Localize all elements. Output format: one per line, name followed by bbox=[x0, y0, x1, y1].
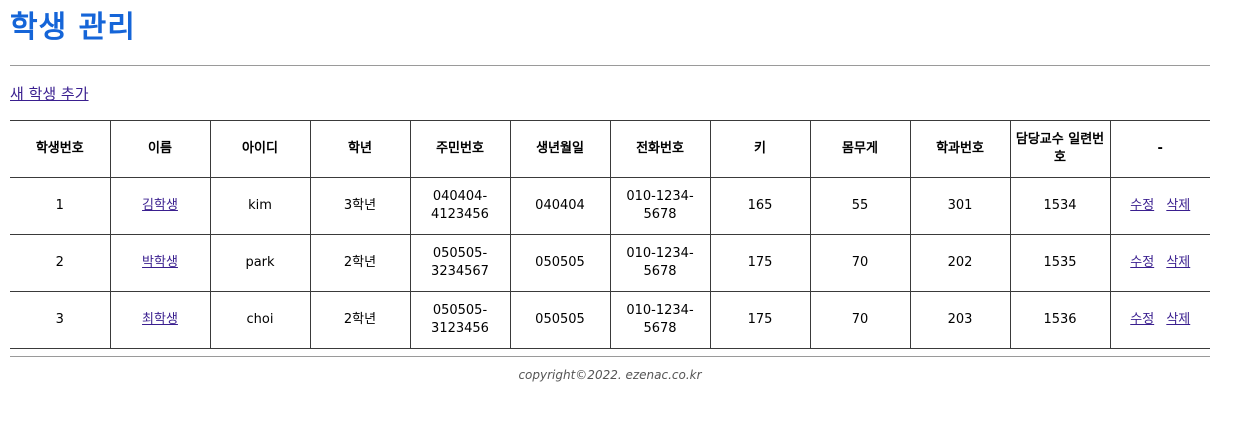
cell-name: 최학생 bbox=[109, 291, 211, 349]
col-name: 이름 bbox=[109, 120, 211, 178]
col-professor-no: 담당교수 일련번호 bbox=[1009, 120, 1111, 178]
cell-name: 박학생 bbox=[109, 234, 211, 292]
cell-rrn: 050505-3234567 bbox=[409, 234, 511, 292]
edit-link[interactable]: 수정 bbox=[1130, 255, 1155, 270]
header-divider bbox=[10, 65, 1210, 66]
cell-rrn: 050505-3123456 bbox=[409, 291, 511, 349]
cell-rrn: 040404-4123456 bbox=[409, 177, 511, 235]
cell-student-no: 1 bbox=[10, 177, 111, 235]
table-row: 1 김학생 kim 3학년 040404-4123456 040404 010-… bbox=[10, 177, 1210, 235]
cell-user-id: kim bbox=[209, 177, 311, 235]
cell-weight: 70 bbox=[809, 234, 911, 292]
footer-copyright: copyright©2022. ezenac.co.kr bbox=[518, 368, 702, 382]
delete-link[interactable]: 삭제 bbox=[1166, 198, 1191, 213]
page-title: 학생 관리 bbox=[10, 10, 136, 45]
student-name-link[interactable]: 최학생 bbox=[142, 312, 178, 327]
cell-professor-no: 1534 bbox=[1009, 177, 1111, 235]
col-grade: 학년 bbox=[309, 120, 411, 178]
cell-phone: 010-1234-5678 bbox=[609, 177, 711, 235]
table-row: 2 박학생 park 2학년 050505-3234567 050505 010… bbox=[10, 234, 1210, 292]
cell-name: 김학생 bbox=[109, 177, 211, 235]
table-row: 3 최학생 choi 2학년 050505-3123456 050505 010… bbox=[10, 291, 1210, 349]
cell-grade: 2학년 bbox=[309, 291, 411, 349]
col-student-no: 학생번호 bbox=[10, 120, 111, 178]
col-rrn: 주민번호 bbox=[409, 120, 511, 178]
cell-dept-no: 202 bbox=[909, 234, 1011, 292]
col-phone: 전화번호 bbox=[609, 120, 711, 178]
col-weight: 몸무게 bbox=[809, 120, 911, 178]
col-birth: 생년월일 bbox=[509, 120, 611, 178]
cell-birth: 050505 bbox=[509, 291, 611, 349]
cell-grade: 3학년 bbox=[309, 177, 411, 235]
edit-link[interactable]: 수정 bbox=[1130, 312, 1155, 327]
cell-height: 165 bbox=[709, 177, 811, 235]
cell-height: 175 bbox=[709, 291, 811, 349]
add-student-link[interactable]: 새 학생 추가 bbox=[10, 85, 89, 103]
col-actions: - bbox=[1109, 120, 1210, 178]
cell-birth: 040404 bbox=[509, 177, 611, 235]
cell-student-no: 2 bbox=[10, 234, 111, 292]
student-name-link[interactable]: 박학생 bbox=[142, 255, 178, 270]
student-name-link[interactable]: 김학생 bbox=[142, 198, 178, 213]
cell-grade: 2학년 bbox=[309, 234, 411, 292]
cell-phone: 010-1234-5678 bbox=[609, 291, 711, 349]
edit-link[interactable]: 수정 bbox=[1130, 198, 1155, 213]
delete-link[interactable]: 삭제 bbox=[1166, 312, 1191, 327]
cell-dept-no: 203 bbox=[909, 291, 1011, 349]
col-user-id: 아이디 bbox=[209, 120, 311, 178]
cell-professor-no: 1535 bbox=[1009, 234, 1111, 292]
cell-weight: 55 bbox=[809, 177, 911, 235]
delete-link[interactable]: 삭제 bbox=[1166, 255, 1191, 270]
col-dept-no: 학과번호 bbox=[909, 120, 1011, 178]
cell-weight: 70 bbox=[809, 291, 911, 349]
cell-professor-no: 1536 bbox=[1009, 291, 1111, 349]
cell-height: 175 bbox=[709, 234, 811, 292]
footer-divider bbox=[10, 356, 1210, 357]
cell-student-no: 3 bbox=[10, 291, 111, 349]
cell-actions: 수정 삭제 bbox=[1109, 291, 1210, 349]
col-height: 키 bbox=[709, 120, 811, 178]
cell-actions: 수정 삭제 bbox=[1109, 177, 1210, 235]
cell-user-id: choi bbox=[209, 291, 311, 349]
cell-dept-no: 301 bbox=[909, 177, 1011, 235]
cell-phone: 010-1234-5678 bbox=[609, 234, 711, 292]
student-table: 학생번호 이름 아이디 학년 주민번호 생년월일 전화번호 키 몸무게 학과번호… bbox=[10, 120, 1210, 349]
cell-birth: 050505 bbox=[509, 234, 611, 292]
table-header-row: 학생번호 이름 아이디 학년 주민번호 생년월일 전화번호 키 몸무게 학과번호… bbox=[10, 120, 1210, 178]
cell-actions: 수정 삭제 bbox=[1109, 234, 1210, 292]
cell-user-id: park bbox=[209, 234, 311, 292]
